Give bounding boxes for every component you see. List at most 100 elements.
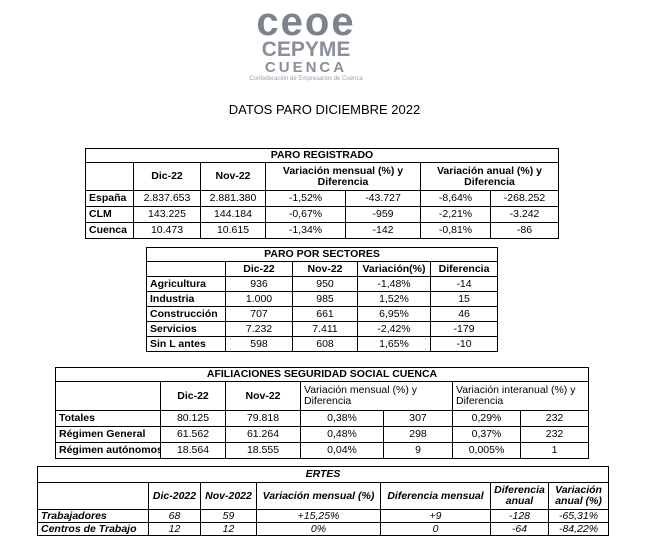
- cell: 307: [383, 410, 453, 427]
- logo-tagline: Confederación de Empresarios de Cuenca: [249, 76, 363, 82]
- row-label: España: [85, 190, 134, 207]
- header-cell: Variación mensual (%) y Diferencia: [300, 381, 453, 411]
- cell: 1: [519, 442, 590, 459]
- data-row: Centros de Trabajo 12 12 0% 0 -64 -84,22%: [37, 522, 610, 536]
- cell: 1,52%: [357, 291, 431, 307]
- data-table: PARO POR SECTORES Dic-22 Nov-22 Variación(%…: [145, 247, 499, 352]
- cell: -2,42%: [357, 321, 431, 337]
- row-label: Cuenca: [85, 222, 134, 239]
- cell: 950: [292, 276, 358, 292]
- row-label: Sin L antes: [146, 336, 226, 352]
- cell: 598: [225, 336, 293, 352]
- header-cell: Variación anual (%) y Diferencia: [420, 162, 559, 191]
- row-label: Régimen General: [55, 426, 161, 443]
- title-row: AFILIACIONES SEGURIDAD SOCIAL CUENCA: [54, 367, 590, 382]
- table-title: ERTES: [36, 466, 610, 483]
- cell: 0,38%: [300, 410, 384, 427]
- title-row: PARO REGISTRADO: [85, 148, 559, 163]
- cell: 0,29%: [452, 410, 521, 427]
- cell: 10.473: [133, 222, 201, 239]
- cell: 15: [429, 291, 499, 307]
- data-row: España 2.837.653 2.881.380 -1,52% -43.727 -8,…: [85, 190, 559, 207]
- cell: -1,48%: [357, 276, 431, 292]
- cell: -0,67%: [265, 206, 346, 223]
- table-title: AFILIACIONES SEGURIDAD SOCIAL CUENCA: [54, 367, 590, 382]
- cell: 936: [225, 276, 293, 292]
- header-cell: Dic-2022: [148, 482, 201, 510]
- data-row: Industria 1.000 985 1,52% 15: [146, 291, 499, 307]
- data-row: Régimen General 61.562 61.264 0,48% 298 0,37%…: [55, 426, 590, 443]
- cell: 9: [383, 442, 453, 459]
- cell: 12: [200, 522, 257, 536]
- title-row: ERTES: [36, 466, 610, 483]
- row-label: Totales: [55, 410, 161, 427]
- cell: -8,64%: [420, 190, 491, 207]
- data-row: CLM 143.225 144.184 -0,67% -959 -2,21% -3.242: [85, 206, 559, 223]
- cell: 0,04%: [300, 442, 384, 459]
- cell: 0%: [256, 522, 381, 536]
- cell: -268.252: [490, 190, 559, 207]
- data-row: Totales 80.125 79.818 0,38% 307 0,29% 232: [55, 410, 590, 427]
- cell: 80.125: [160, 410, 226, 427]
- data-row: Trabajadores 68 59 +15,25% +9 -128 -65,31%: [37, 509, 610, 523]
- cell: 79.818: [225, 410, 301, 427]
- cell: -1,52%: [265, 190, 346, 207]
- logo-second: CEPYME: [261, 38, 351, 61]
- cell: -14: [429, 276, 499, 292]
- cell: -43.727: [345, 190, 421, 207]
- cell: -3.242: [490, 206, 559, 223]
- data-row: Construcción 707 661 6,95% 46: [146, 306, 499, 322]
- cell: -86: [490, 222, 559, 239]
- data-row: Sin L antes 598 608 1,65% -10: [146, 336, 499, 352]
- cell: 298: [383, 426, 453, 443]
- cell: 2.881.380: [200, 190, 266, 207]
- cell: 59: [200, 509, 257, 523]
- cell: 7.411: [292, 321, 358, 337]
- cell: +9: [380, 509, 491, 523]
- cell: -128: [490, 509, 549, 523]
- header-cell: Nov-22: [292, 261, 358, 277]
- data-row: Cuenca 10.473 10.615 -1,34% -142 -0,81% -86: [85, 222, 559, 239]
- cell: 0: [380, 522, 491, 536]
- data-table: PARO REGISTRADO Dic-22 Nov-22 Variación men…: [85, 148, 559, 239]
- cell: -0,81%: [420, 222, 491, 239]
- cell: -959: [345, 206, 421, 223]
- cell: 12: [148, 522, 201, 536]
- data-row: Régimen autónomos 18.564 18.555 0,04% 9 0,005…: [55, 442, 590, 459]
- row-label: CLM: [85, 206, 134, 223]
- cell: 18.564: [160, 442, 226, 459]
- cell: 661: [292, 306, 358, 322]
- header-row: Dic-2022 Nov-2022 Variación mensual (%) Dif…: [37, 482, 610, 510]
- header-cell: Variación mensual (%) y Diferencia: [265, 162, 421, 191]
- cell: 10.615: [200, 222, 266, 239]
- data-row: Agricultura 936 950 -1,48% -14: [146, 276, 499, 292]
- document-title: DATOS PARO DICIEMBRE 2022: [228, 102, 421, 117]
- header-cell: Variación mensual (%): [256, 482, 381, 510]
- cell: -10: [429, 336, 499, 352]
- header-row: Dic-22 Nov-22 Variación(%) Diferencia: [146, 261, 499, 277]
- cell: 0,37%: [452, 426, 521, 443]
- header-cell: Nov-22: [200, 162, 266, 191]
- cell: 232: [519, 410, 590, 427]
- cell: 18.555: [225, 442, 301, 459]
- table-title: PARO POR SECTORES: [145, 247, 499, 262]
- data-table: ERTES Dic-2022 Nov-2022 Variación mensual (…: [36, 466, 610, 536]
- header-cell: Diferencia mensual: [380, 482, 491, 510]
- header-cell: [37, 482, 149, 510]
- logo: ceoe CEPYME CUENCA Confederación de Empr…: [236, 2, 376, 82]
- cell: 7.232: [225, 321, 293, 337]
- cell: -1,34%: [265, 222, 346, 239]
- header-cell: Variación anual (%): [547, 482, 610, 510]
- cell: 608: [292, 336, 358, 352]
- cell: 985: [292, 291, 358, 307]
- cell: 46: [429, 306, 499, 322]
- cell: 0,48%: [300, 426, 384, 443]
- row-label: Centros de Trabajo: [37, 522, 149, 536]
- cell: 232: [519, 426, 590, 443]
- title-row: PARO POR SECTORES: [145, 247, 499, 262]
- cell: 61.562: [160, 426, 226, 443]
- cell: +15,25%: [256, 509, 381, 523]
- header-cell: [55, 381, 161, 411]
- cell: 707: [225, 306, 293, 322]
